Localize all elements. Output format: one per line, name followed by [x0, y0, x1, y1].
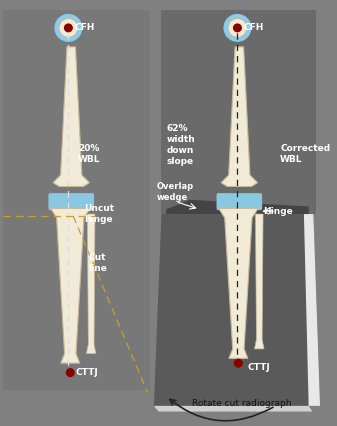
Text: Hinge: Hinge	[263, 207, 293, 216]
Bar	[161, 10, 316, 214]
Text: 20%
WBL: 20% WBL	[78, 144, 100, 164]
Polygon shape	[221, 47, 257, 187]
Circle shape	[65, 24, 72, 32]
Circle shape	[55, 14, 82, 41]
Text: 62%
width
down
slope: 62% width down slope	[166, 124, 195, 166]
Text: Rotate cut radiograph: Rotate cut radiograph	[192, 400, 292, 409]
FancyBboxPatch shape	[49, 193, 94, 210]
Text: CFH: CFH	[243, 23, 264, 32]
Polygon shape	[304, 214, 320, 406]
Polygon shape	[166, 200, 309, 214]
Polygon shape	[154, 406, 312, 412]
Polygon shape	[219, 208, 258, 358]
Text: CFH: CFH	[74, 23, 94, 32]
Text: CTTJ: CTTJ	[248, 363, 271, 372]
Text: Corrected
WBL: Corrected WBL	[280, 144, 330, 164]
Polygon shape	[254, 214, 264, 349]
Text: Cut
line: Cut line	[88, 253, 107, 273]
Bar	[3, 10, 150, 390]
Circle shape	[66, 369, 74, 377]
Circle shape	[235, 360, 242, 367]
Text: CTTJ: CTTJ	[76, 368, 99, 377]
Polygon shape	[154, 214, 320, 406]
Polygon shape	[53, 47, 89, 187]
Polygon shape	[51, 208, 90, 363]
Text: Uncut
hinge: Uncut hinge	[85, 204, 115, 224]
Circle shape	[224, 14, 251, 41]
Circle shape	[234, 24, 241, 32]
Circle shape	[228, 18, 247, 37]
Polygon shape	[86, 214, 96, 354]
Circle shape	[59, 18, 78, 37]
FancyBboxPatch shape	[217, 193, 262, 210]
Text: Overlap
wedge: Overlap wedge	[157, 182, 194, 202]
